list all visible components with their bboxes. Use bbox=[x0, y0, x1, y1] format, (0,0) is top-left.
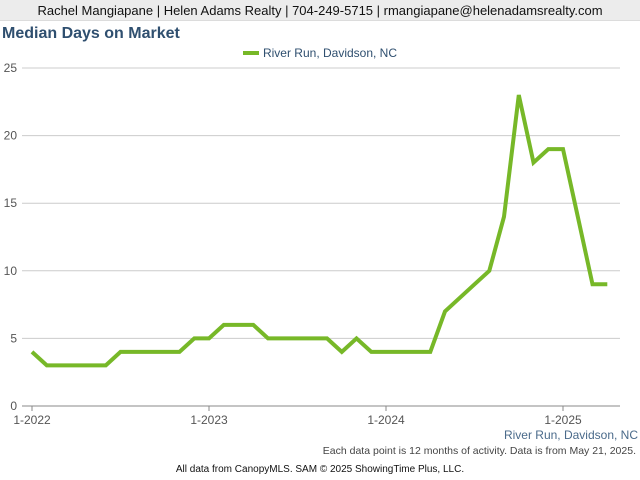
chart-title: Median Days on Market bbox=[2, 25, 180, 42]
legend-swatch bbox=[242, 50, 259, 55]
data-note: Each data point is 12 months of activity… bbox=[322, 445, 636, 457]
x-tick-label: 1-2022 bbox=[13, 413, 51, 427]
x-tick-label: 1-2024 bbox=[367, 413, 405, 427]
series-layer bbox=[30, 94, 608, 368]
y-tick-label: 20 bbox=[4, 129, 18, 143]
series-line-0 bbox=[30, 94, 608, 368]
contact-header: Rachel Mangiapane | Helen Adams Realty |… bbox=[0, 0, 640, 21]
region-label: River Run, Davidson, NC bbox=[503, 428, 638, 442]
y-tick-label: 15 bbox=[4, 196, 18, 210]
x-tick-label: 1-2023 bbox=[190, 413, 228, 427]
y-tick-label: 10 bbox=[4, 264, 18, 278]
y-tick-label: 25 bbox=[4, 61, 18, 75]
y-tick-label: 0 bbox=[10, 399, 17, 413]
legend-label: River Run, Davidson, NC bbox=[262, 46, 398, 60]
y-tick-label: 5 bbox=[10, 331, 17, 345]
footer-credit: All data from CanopyMLS. SAM © 2025 Show… bbox=[175, 464, 465, 475]
x-tick-label: 1-2025 bbox=[544, 413, 582, 427]
contact-line: Rachel Mangiapane | Helen Adams Realty |… bbox=[37, 3, 603, 18]
chart-axes: 0 5 10 15 20 25 1-2022 1-2023 1-2024 1-2025 bbox=[4, 61, 620, 427]
grid-lines bbox=[22, 67, 620, 339]
chart-legend: River Run, Davidson, NC bbox=[0, 46, 640, 60]
